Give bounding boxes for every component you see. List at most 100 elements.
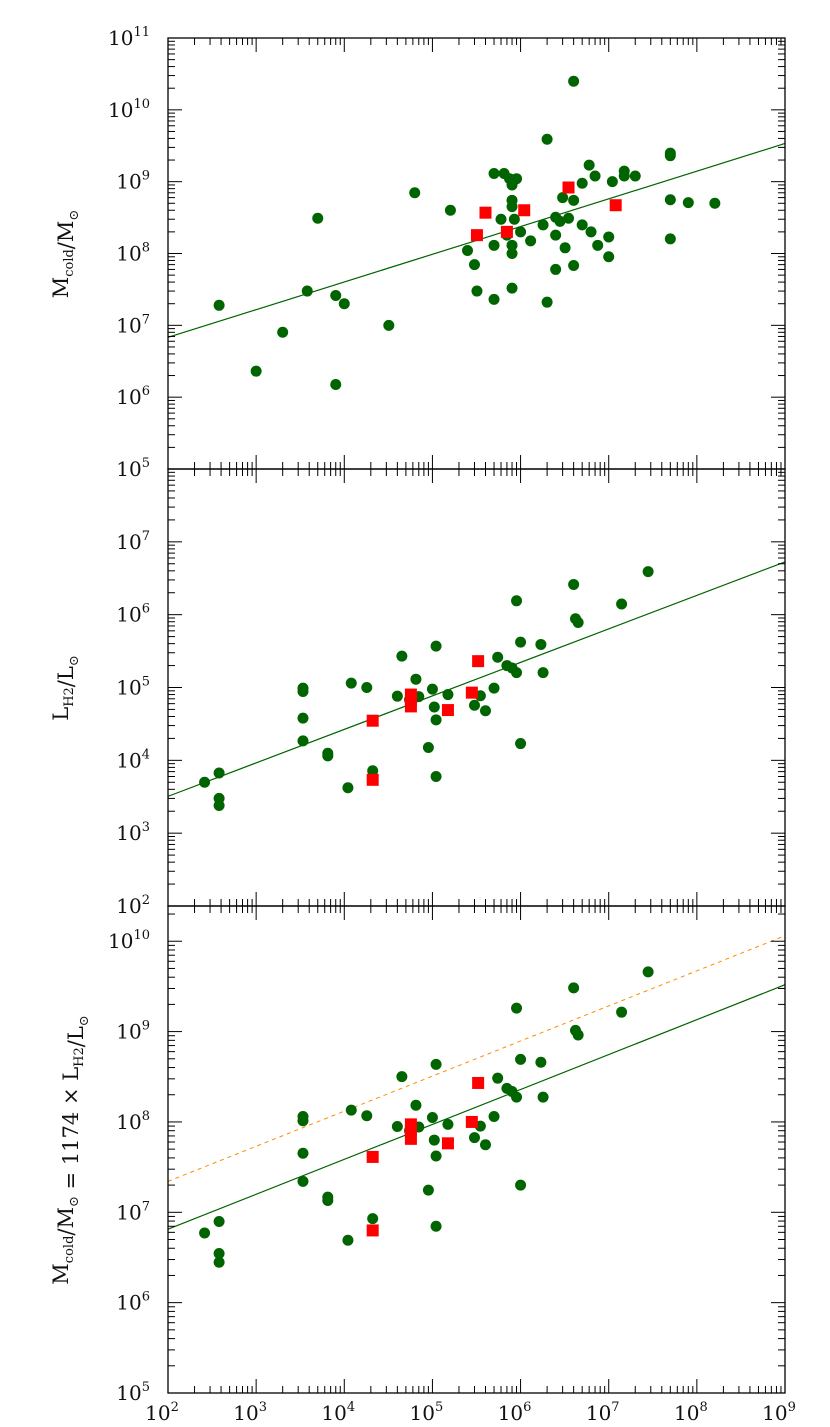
x-tick-exponent: 9 (788, 1400, 796, 1415)
green-point-c-19 (422, 1184, 434, 1196)
red-point-c-ngc3627-1 (366, 1150, 379, 1163)
y-tick-label-c: 108 (116, 1109, 150, 1134)
fit-line-c (167, 984, 786, 1230)
red-point-b-ngc4569-4 (404, 688, 417, 701)
green-point-c-28 (479, 1139, 491, 1151)
y-tick-label-c: 109 (116, 1019, 150, 1044)
green-point-a-52 (606, 176, 618, 188)
green-point-a-35 (550, 229, 562, 241)
green-point-c-7 (297, 1175, 309, 1187)
red-point-a-ngc4501-2 (500, 225, 513, 238)
y-tick-label-a: 107 (116, 312, 150, 337)
y-tick-label-a: 1011 (108, 25, 150, 50)
green-point-b-6 (297, 712, 309, 724)
green-point-c-2 (213, 1247, 225, 1259)
y-tick-exponent: 10 (133, 97, 150, 112)
y-tick-exponent: 9 (142, 1019, 150, 1034)
x-tick-label: 109 (762, 1400, 796, 1425)
green-point-a-3 (301, 285, 313, 297)
green-point-c-33 (511, 1091, 523, 1103)
green-point-c-42 (616, 1006, 628, 1018)
x-tick-exponent: 4 (347, 1400, 355, 1415)
green-point-a-2 (277, 326, 289, 338)
green-point-a-42 (568, 194, 580, 206)
y-tick-exponent: 10 (133, 928, 150, 943)
green-point-a-6 (330, 290, 342, 302)
green-point-a-16 (488, 239, 500, 251)
green-point-c-43 (642, 966, 654, 978)
green-point-b-41 (572, 617, 584, 629)
green-point-c-17 (410, 1099, 422, 1111)
green-point-a-43 (568, 260, 580, 272)
green-point-a-25 (506, 248, 518, 259)
red-point-b-ngc3627-1 (366, 714, 379, 727)
y-tick-label-b: 104 (116, 747, 150, 772)
y-tick-exponent: 4 (142, 747, 150, 762)
green-point-a-57 (664, 150, 676, 162)
fit-lines-layer (167, 142, 786, 1230)
green-point-c-3 (213, 1256, 225, 1268)
panel-frame-a (167, 37, 786, 470)
green-point-b-0 (199, 776, 211, 788)
green-point-a-34 (550, 263, 562, 275)
green-point-a-14 (488, 293, 500, 305)
green-point-b-30 (492, 651, 504, 663)
y-tick-exponent: 6 (142, 602, 150, 617)
green-point-b-20 (426, 683, 438, 695)
green-point-b-26 (468, 699, 480, 711)
green-point-c-10 (342, 1234, 354, 1246)
green-point-a-40 (563, 212, 575, 224)
red-point-c-ngc4536-7 (472, 1076, 485, 1089)
green-point-b-29 (488, 682, 500, 694)
green-point-a-5 (330, 379, 342, 391)
green-point-b-11 (345, 677, 357, 689)
green-point-a-50 (603, 251, 615, 263)
green-point-c-35 (515, 1053, 527, 1065)
green-point-a-54 (618, 170, 630, 182)
y-tick-exponent: 9 (142, 169, 150, 184)
green-point-c-21 (428, 1134, 440, 1146)
green-point-b-36 (515, 738, 527, 750)
panel-frame-c (167, 905, 786, 1394)
y-tick-exponent: 6 (142, 384, 150, 399)
green-point-a-41 (568, 75, 580, 87)
green-point-c-1 (213, 1216, 225, 1228)
green-point-a-37 (554, 215, 566, 227)
green-point-c-38 (537, 1091, 549, 1103)
green-point-a-55 (629, 170, 641, 182)
y-tick-label-a: 105 (116, 456, 150, 481)
y-tick-exponent: 8 (142, 241, 150, 256)
y-tick-exponent: 7 (142, 529, 150, 544)
green-point-c-9 (322, 1195, 334, 1207)
green-point-a-30 (525, 235, 537, 247)
green-point-a-12 (468, 259, 480, 271)
y-tick-exponent: 7 (142, 312, 150, 327)
green-point-a-8 (383, 319, 395, 331)
green-point-a-33 (541, 133, 553, 145)
x-tick-label: 102 (145, 1400, 179, 1425)
red-point-c-ngc4569-4 (404, 1118, 417, 1131)
green-point-c-13 (367, 1213, 379, 1225)
x-tick-exponent: 6 (523, 1400, 531, 1415)
green-point-a-28 (511, 173, 523, 185)
green-point-a-46 (583, 159, 595, 171)
y-tick-exponent: 8 (142, 1109, 150, 1124)
y-tick-label-c: 1010 (108, 928, 150, 953)
red-point-a-ngc4579-5 (609, 199, 622, 212)
green-point-c-26 (468, 1132, 480, 1144)
green-point-a-61 (709, 197, 721, 209)
red-point-a-ngc3351-0 (470, 229, 483, 242)
y-tick-exponent: 5 (142, 675, 150, 690)
green-point-a-4 (312, 212, 324, 224)
green-point-c-41 (572, 1029, 584, 1041)
y-tick-exponent: 7 (142, 1199, 150, 1214)
text-layer: 1051061071081091010101110210310410510610… (49, 25, 796, 1425)
x-tick-exponent: 7 (611, 1400, 619, 1415)
green-point-a-26 (506, 282, 518, 294)
green-point-a-9 (409, 187, 421, 199)
green-point-c-36 (515, 1179, 527, 1191)
y-axis-title-b: LH2/L⊙ (49, 655, 82, 721)
green-point-c-29 (488, 1110, 500, 1122)
red-point-b-ngc4536-7 (472, 655, 485, 668)
